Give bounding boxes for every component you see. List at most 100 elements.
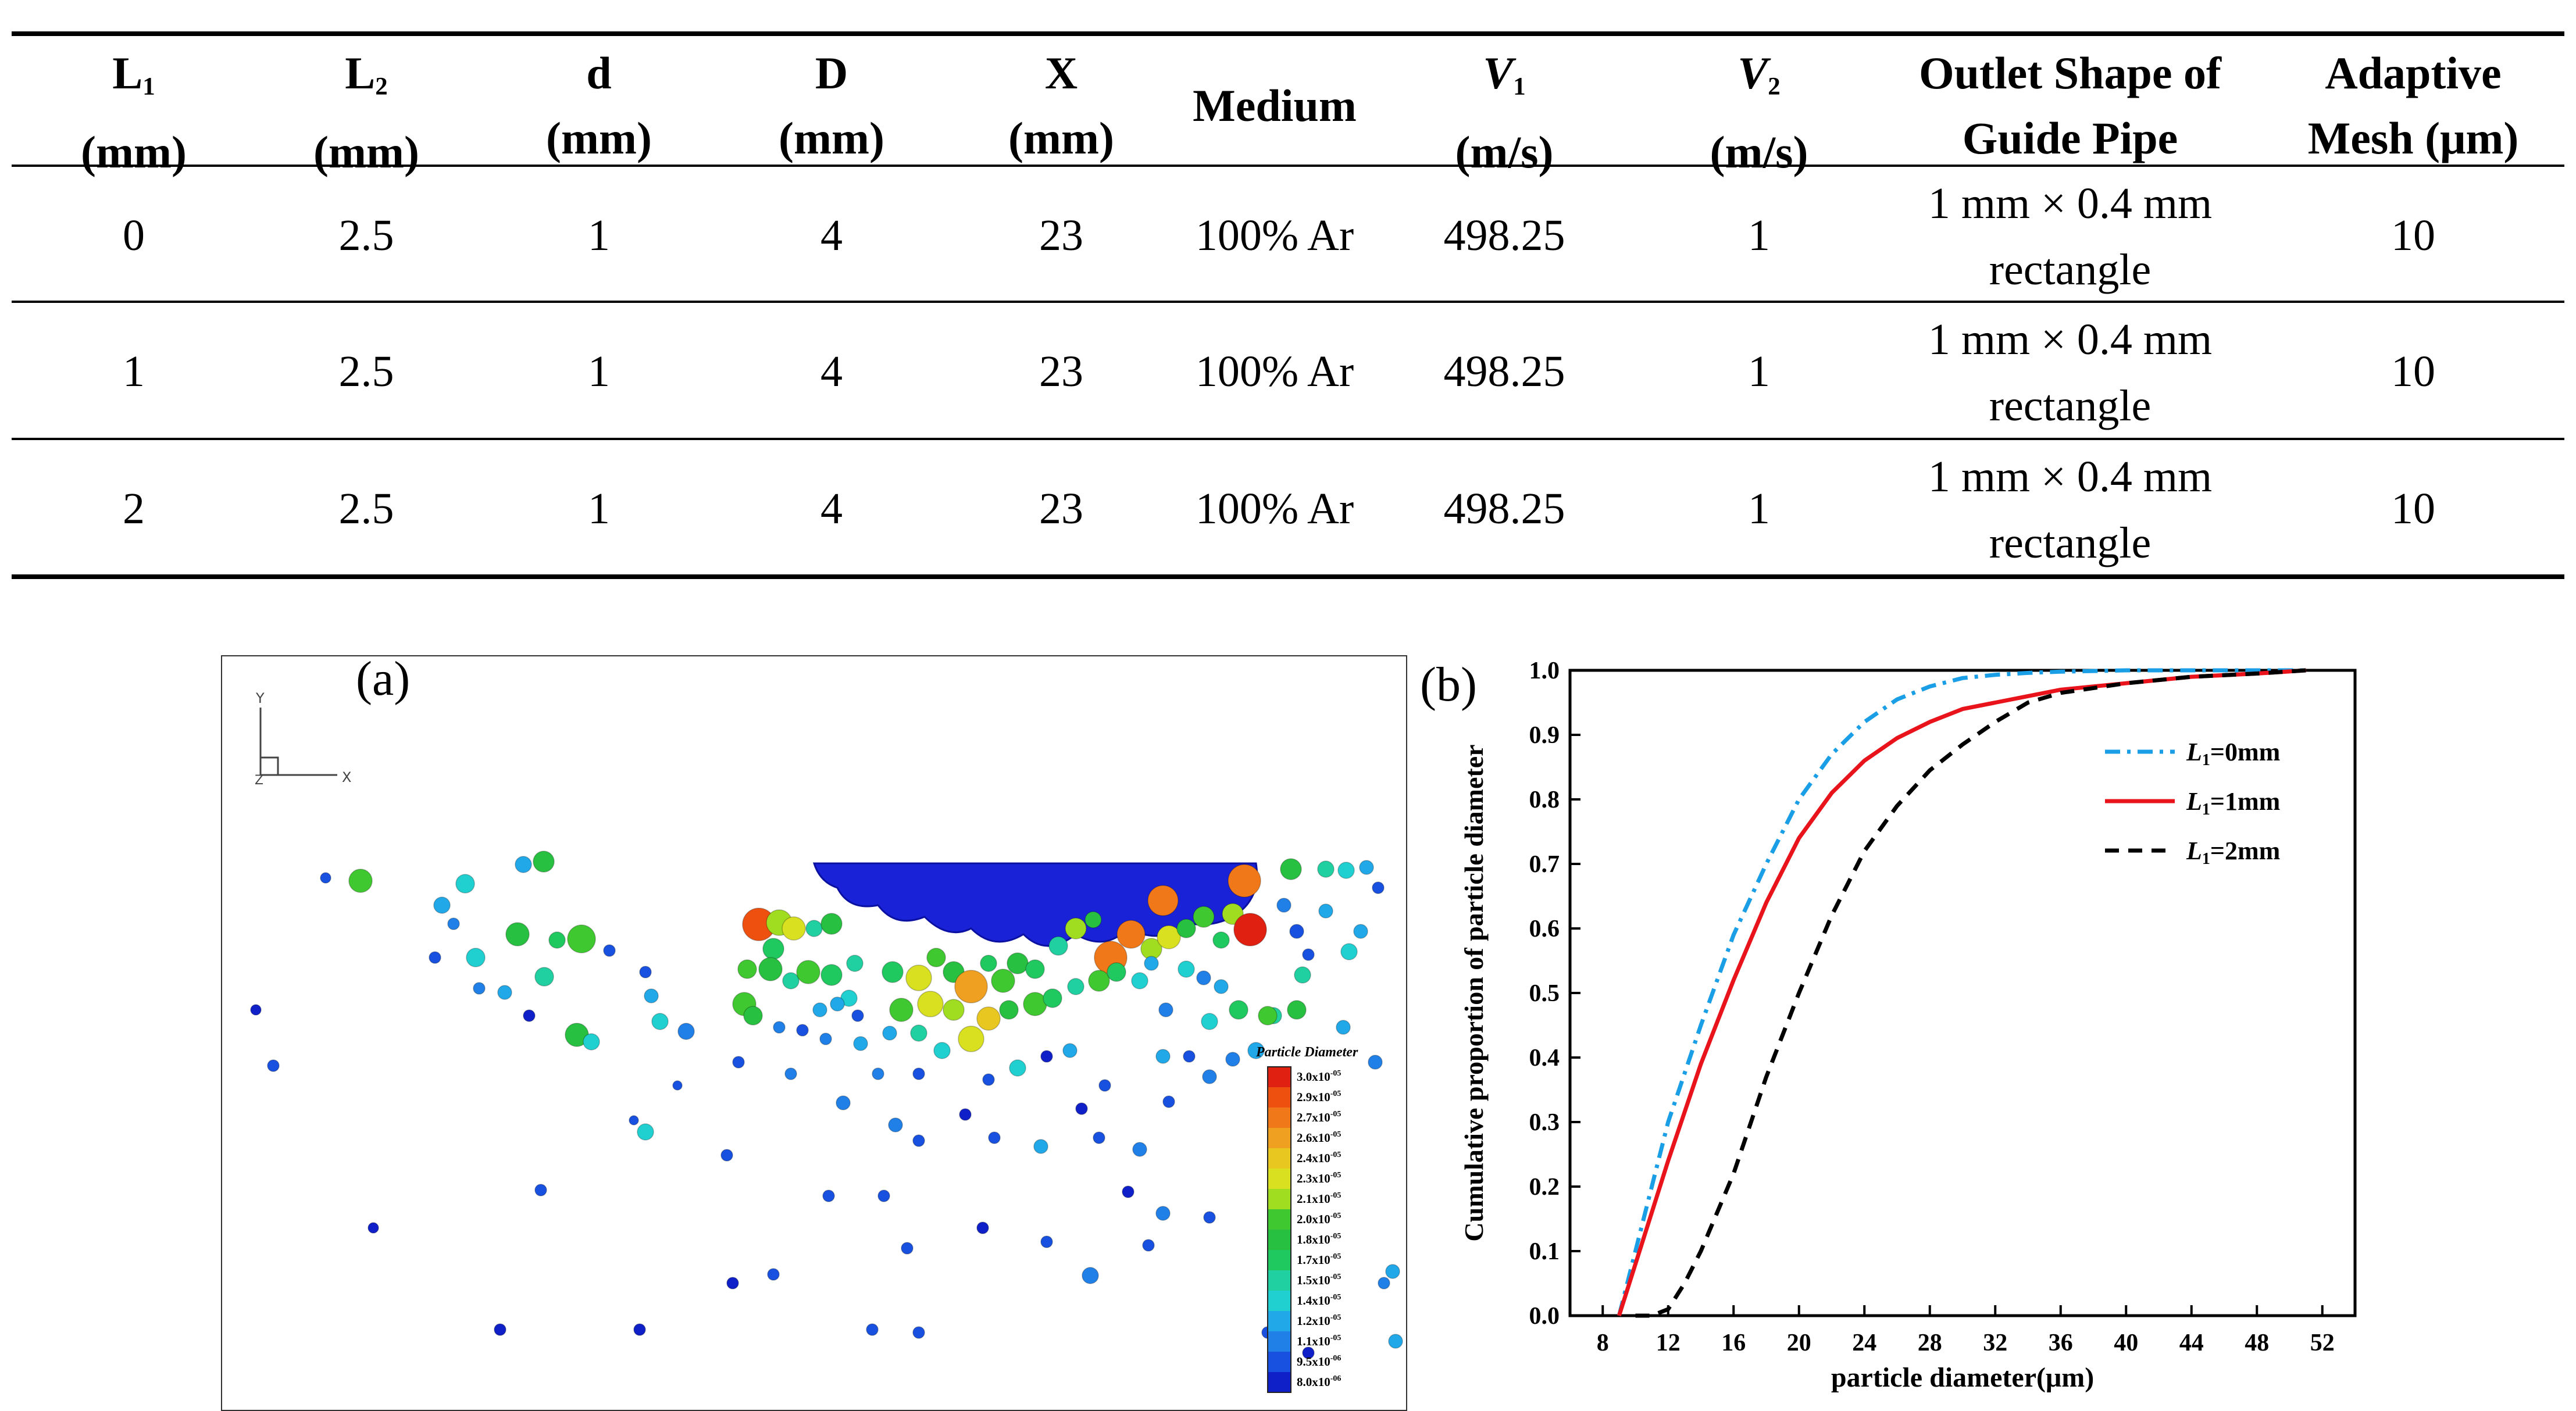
y-tick-label: 0.4 — [1529, 1045, 1560, 1071]
particle — [820, 913, 843, 935]
chart-canvas: 0.0 0.1 0.2 0.3 0.4 0.5 0.6 0.7 0.8 0.9 1.0 8 12 16 20… — [1420, 658, 2357, 1393]
header-subscript: 2 — [375, 73, 388, 101]
particle — [1317, 860, 1335, 878]
particle — [523, 1009, 536, 1022]
particle — [782, 972, 800, 990]
particle — [830, 996, 845, 1012]
figure-a-particle-distribution: Y X Z Particle Diameter 3.0x10-05 2.9x10-0… — [221, 652, 1407, 1411]
header-main: L — [112, 48, 143, 98]
particle — [1378, 1277, 1390, 1289]
colorbar-swatch — [1268, 1108, 1291, 1128]
particle — [1025, 959, 1045, 979]
table-cell: 1 — [123, 347, 145, 396]
particle — [784, 1067, 797, 1080]
table-cell: 1 — [588, 484, 610, 533]
particle — [1196, 970, 1211, 985]
particle — [1132, 1142, 1147, 1157]
table-cell: 4 — [820, 211, 843, 260]
particle — [1033, 1139, 1048, 1154]
particle — [368, 1222, 379, 1234]
table-cell: 23 — [1039, 347, 1083, 396]
colorbar-swatch — [1268, 1148, 1291, 1169]
plot-frame — [1568, 669, 2357, 1317]
axis-y-label: Y — [255, 690, 265, 706]
y-tick-label: 0.2 — [1529, 1174, 1560, 1201]
particle — [943, 999, 965, 1021]
particle — [1183, 1050, 1196, 1063]
header-main: L — [345, 48, 376, 98]
series-line — [1617, 668, 2306, 1316]
particle — [933, 1042, 951, 1059]
colorbar-tick: 3.0x10-05 — [1297, 1069, 1341, 1084]
particle — [976, 1006, 1001, 1031]
table-cell: 10 — [2391, 347, 2435, 396]
x-tick-label: 52 — [2310, 1330, 2335, 1356]
particle — [912, 1326, 925, 1339]
particle — [515, 856, 532, 873]
particle — [1258, 1006, 1278, 1026]
particle — [1302, 1346, 1315, 1359]
particle — [1065, 917, 1087, 940]
particle — [1098, 1079, 1111, 1092]
particle — [1233, 913, 1267, 946]
y-tick-label: 0.9 — [1529, 722, 1560, 749]
particle — [1142, 1239, 1155, 1252]
particle — [882, 961, 904, 983]
axis-x-label: X — [342, 769, 351, 785]
particle — [1144, 956, 1159, 971]
particle — [743, 1006, 763, 1026]
particle — [1084, 911, 1102, 928]
y-tick-label: 0.7 — [1529, 851, 1560, 878]
particle — [851, 1009, 864, 1022]
figure-b-label: (b) — [1420, 658, 1477, 712]
header-unit: Mesh (μm) — [2307, 113, 2519, 163]
particle — [954, 970, 988, 1003]
table-cell: 1 — [1748, 211, 1770, 260]
table-cell: 498.25 — [1443, 211, 1565, 260]
table-header-cell: Adaptive Mesh (μm) — [2279, 41, 2547, 171]
table-cell: 498.25 — [1443, 484, 1565, 533]
table-cell: 2 — [123, 484, 145, 533]
particle — [853, 1036, 868, 1051]
outlet-shape-line1: 1 mm × 0.4 mm — [1928, 179, 2213, 228]
table-header-cell: L1 (mm) — [23, 41, 244, 185]
colorbar-swatch — [1268, 1209, 1291, 1230]
table-cell: 23 — [1039, 484, 1083, 533]
particle — [959, 1108, 972, 1121]
colorbar-swatch — [1268, 1291, 1291, 1311]
table-cell: 23 — [1039, 211, 1083, 260]
particle — [773, 1021, 786, 1034]
particle — [1075, 1102, 1088, 1115]
particle — [1228, 864, 1261, 898]
table-header-rule — [12, 165, 2564, 167]
particle — [1229, 1000, 1248, 1020]
header-unit: Guide Pipe — [1962, 113, 2178, 163]
header-main: Outlet Shape of — [1918, 48, 2222, 98]
table-cell-outlet-shape: 1 mm × 0.4 mm rectangle — [1884, 444, 2256, 576]
header-unit: (mm) — [81, 126, 187, 177]
particle — [782, 916, 806, 941]
particle — [1193, 906, 1215, 928]
particle — [1082, 1267, 1099, 1284]
particle — [982, 1073, 995, 1086]
particle — [1247, 1042, 1265, 1059]
particle — [1225, 1052, 1240, 1067]
particle — [672, 1080, 683, 1091]
header-main: V — [1483, 48, 1514, 98]
particle — [1048, 936, 1068, 956]
particle — [1336, 1020, 1351, 1035]
series-line — [1635, 668, 2306, 1318]
colorbar-swatch — [1268, 1331, 1291, 1352]
figure-b-cumulative-chart: 0.0 0.1 0.2 0.3 0.4 0.5 0.6 0.7 0.8 0.9 1.0 8 12 16 20… — [1419, 655, 2576, 1411]
outlet-shape-line2: rectangle — [1989, 381, 2152, 430]
x-tick-label: 16 — [1721, 1330, 1746, 1356]
particle — [583, 1033, 600, 1051]
particle — [651, 1013, 669, 1030]
particle — [1276, 898, 1291, 913]
particles — [250, 851, 1403, 1359]
particle — [1359, 860, 1374, 875]
particle — [548, 931, 566, 949]
particle — [988, 1131, 1001, 1144]
table-header-cell: X (mm) — [957, 41, 1166, 171]
particle — [980, 955, 997, 972]
